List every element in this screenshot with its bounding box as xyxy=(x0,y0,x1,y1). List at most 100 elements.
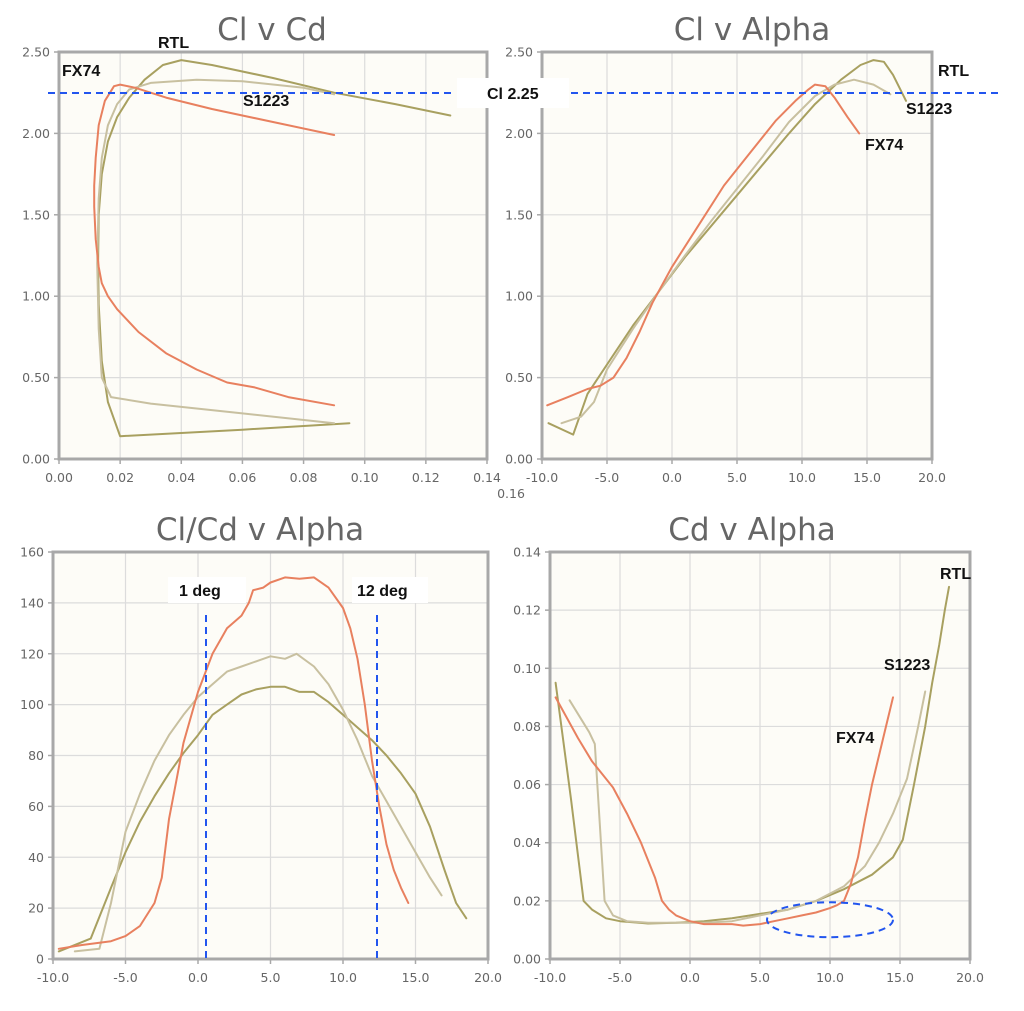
y-tick-label: 1.50 xyxy=(22,207,50,222)
series-line-fx74 xyxy=(57,576,410,950)
series-label-rtl: RTL xyxy=(158,35,189,52)
y-axis-ticks: 0 20 40 60 80 100 120 140 160 xyxy=(20,545,53,967)
x-tick-label: 10.0 xyxy=(788,470,816,485)
x-tick-label: 15.0 xyxy=(886,970,914,985)
y-tick-label: 160 xyxy=(20,545,44,560)
series-layer xyxy=(93,59,452,438)
plot-background xyxy=(59,52,487,459)
x-tick-label: 5.0 xyxy=(261,970,281,985)
x-axis-ticks: -10.0 -5.0 0.0 5.0 10.0 15.0 20.0 xyxy=(526,459,946,485)
series-label-s1223: S1223 xyxy=(906,101,952,118)
y-tick-label: 20 xyxy=(28,901,44,916)
y-tick-label: 0 xyxy=(36,952,44,967)
series-label-rtl: RTL xyxy=(940,566,971,583)
series-line-rtl xyxy=(97,59,452,438)
y-tick-label: 60 xyxy=(28,799,44,814)
x-tick-label: 20.0 xyxy=(918,470,946,485)
highlight-ellipse xyxy=(766,901,894,939)
x-tick-label: 0.02 xyxy=(106,470,134,485)
x-tick-label: -10.0 xyxy=(37,970,69,985)
y-tick-label: 0.08 xyxy=(513,719,541,734)
chart-title: Cl v Alpha xyxy=(674,12,830,48)
x-tick-label: 5.0 xyxy=(727,470,747,485)
y-tick-label: 1.00 xyxy=(505,289,533,304)
x-tick-label: 20.0 xyxy=(474,970,502,985)
plot-frame xyxy=(57,50,489,461)
chart-cl-v-alpha: -10.0 -5.0 0.0 5.0 10.0 15.0 20.0 0.00 0.50 1.00… xyxy=(497,12,969,501)
series-line-fx74 xyxy=(546,83,861,407)
x-tick-label: 0.0 xyxy=(680,970,700,985)
chart-title: Cl v Cd xyxy=(217,12,327,48)
y-tick-label: 0.50 xyxy=(505,370,533,385)
series-layer xyxy=(546,59,907,436)
y-tick-label: 1.50 xyxy=(505,207,533,222)
y-tick-label: 0.12 xyxy=(513,603,541,618)
y-tick-label: 0.50 xyxy=(22,370,50,385)
x-tick-label: 5.0 xyxy=(750,970,770,985)
y-axis-ticks: 0.00 0.50 1.00 1.50 2.00 2.50 xyxy=(505,45,542,467)
x-tick-label: 0.10 xyxy=(351,470,379,485)
x-tick-label: 10.0 xyxy=(329,970,357,985)
series-line-fx74 xyxy=(93,83,336,407)
y-tick-label: 2.50 xyxy=(22,45,50,60)
x-axis-ticks: -10.0 -5.0 0.0 5.0 10.0 15.0 20.0 xyxy=(37,959,502,985)
y-tick-label: 0.00 xyxy=(22,452,50,467)
series-label-rtl: RTL xyxy=(938,63,969,80)
y-tick-label: 0.10 xyxy=(513,661,541,676)
series-label-s1223: S1223 xyxy=(243,93,289,110)
cl-reference-line: Cl 2.25 xyxy=(48,78,1000,108)
series-layer xyxy=(554,585,950,927)
x-tick-label: -10.0 xyxy=(526,470,558,485)
y-axis-ticks: 0.00 0.02 0.04 0.06 0.08 0.10 0.12 0.14 xyxy=(513,545,550,967)
gridlines xyxy=(59,52,487,459)
y-tick-label: 1.00 xyxy=(22,289,50,304)
vline-12-deg-label: 12 deg xyxy=(357,583,408,600)
x-tick-label: 0.0 xyxy=(188,970,208,985)
x-axis-ticks: 0.00 0.02 0.04 0.06 0.08 0.10 0.12 0.14 xyxy=(45,459,501,485)
y-tick-label: 2.50 xyxy=(505,45,533,60)
series-label-s1223: S1223 xyxy=(884,657,930,674)
y-tick-label: 2.00 xyxy=(22,126,50,141)
y-tick-label: 0.00 xyxy=(513,952,541,967)
x-tick-label: 0.12 xyxy=(412,470,440,485)
overlap-tick-label: 0.16 xyxy=(497,486,525,501)
cl-2.25-label: Cl 2.25 xyxy=(487,86,539,103)
x-tick-label: 0.0 xyxy=(662,470,682,485)
x-tick-label: 15.0 xyxy=(853,470,881,485)
x-axis-ticks: -10.0 -5.0 0.0 5.0 10.0 15.0 20.0 xyxy=(534,959,984,985)
x-tick-label: 0.08 xyxy=(290,470,318,485)
x-tick-label: 0.06 xyxy=(229,470,257,485)
vline-1-deg-label: 1 deg xyxy=(179,583,221,600)
x-tick-label: -5.0 xyxy=(608,970,632,985)
y-tick-label: 0.04 xyxy=(513,835,541,850)
y-axis-ticks: 0.00 0.50 1.00 1.50 2.00 2.50 xyxy=(22,45,59,467)
series-layer xyxy=(57,576,468,953)
x-tick-label: 10.0 xyxy=(816,970,844,985)
x-tick-label: 15.0 xyxy=(402,970,430,985)
chart-title: Cl/Cd v Alpha xyxy=(156,512,364,548)
chart-cl-v-cd: 0.00 0.02 0.04 0.06 0.08 0.10 0.12 0.14 0.00 0.5… xyxy=(22,12,501,485)
x-tick-label: -5.0 xyxy=(595,470,619,485)
vline-1-deg-label-background xyxy=(168,577,246,603)
vline-12-deg-label-background xyxy=(352,577,428,603)
y-tick-label: 140 xyxy=(20,595,44,610)
gridlines xyxy=(542,52,932,459)
y-tick-label: 0.02 xyxy=(513,893,541,908)
series-line-s1223 xyxy=(96,78,336,425)
series-label-fx74: FX74 xyxy=(62,63,100,80)
y-tick-label: 0.00 xyxy=(505,452,533,467)
series-label-fx74: FX74 xyxy=(836,730,874,747)
vline-12-deg: 12 deg xyxy=(352,577,428,959)
x-tick-label: 0.00 xyxy=(45,470,73,485)
series-label-fx74: FX74 xyxy=(865,137,903,154)
chart-clcd-v-alpha: -10.0 -5.0 0.0 5.0 10.0 15.0 20.0 0 20 40 60 80 100… xyxy=(20,512,502,985)
y-tick-label: 0.14 xyxy=(513,545,541,560)
y-tick-label: 100 xyxy=(20,697,44,712)
y-tick-label: 40 xyxy=(28,850,44,865)
series-line-rtl xyxy=(57,685,468,953)
series-line-s1223 xyxy=(568,690,927,924)
y-tick-label: 120 xyxy=(20,646,44,661)
x-tick-label: -10.0 xyxy=(534,970,566,985)
y-tick-label: 0.06 xyxy=(513,777,541,792)
